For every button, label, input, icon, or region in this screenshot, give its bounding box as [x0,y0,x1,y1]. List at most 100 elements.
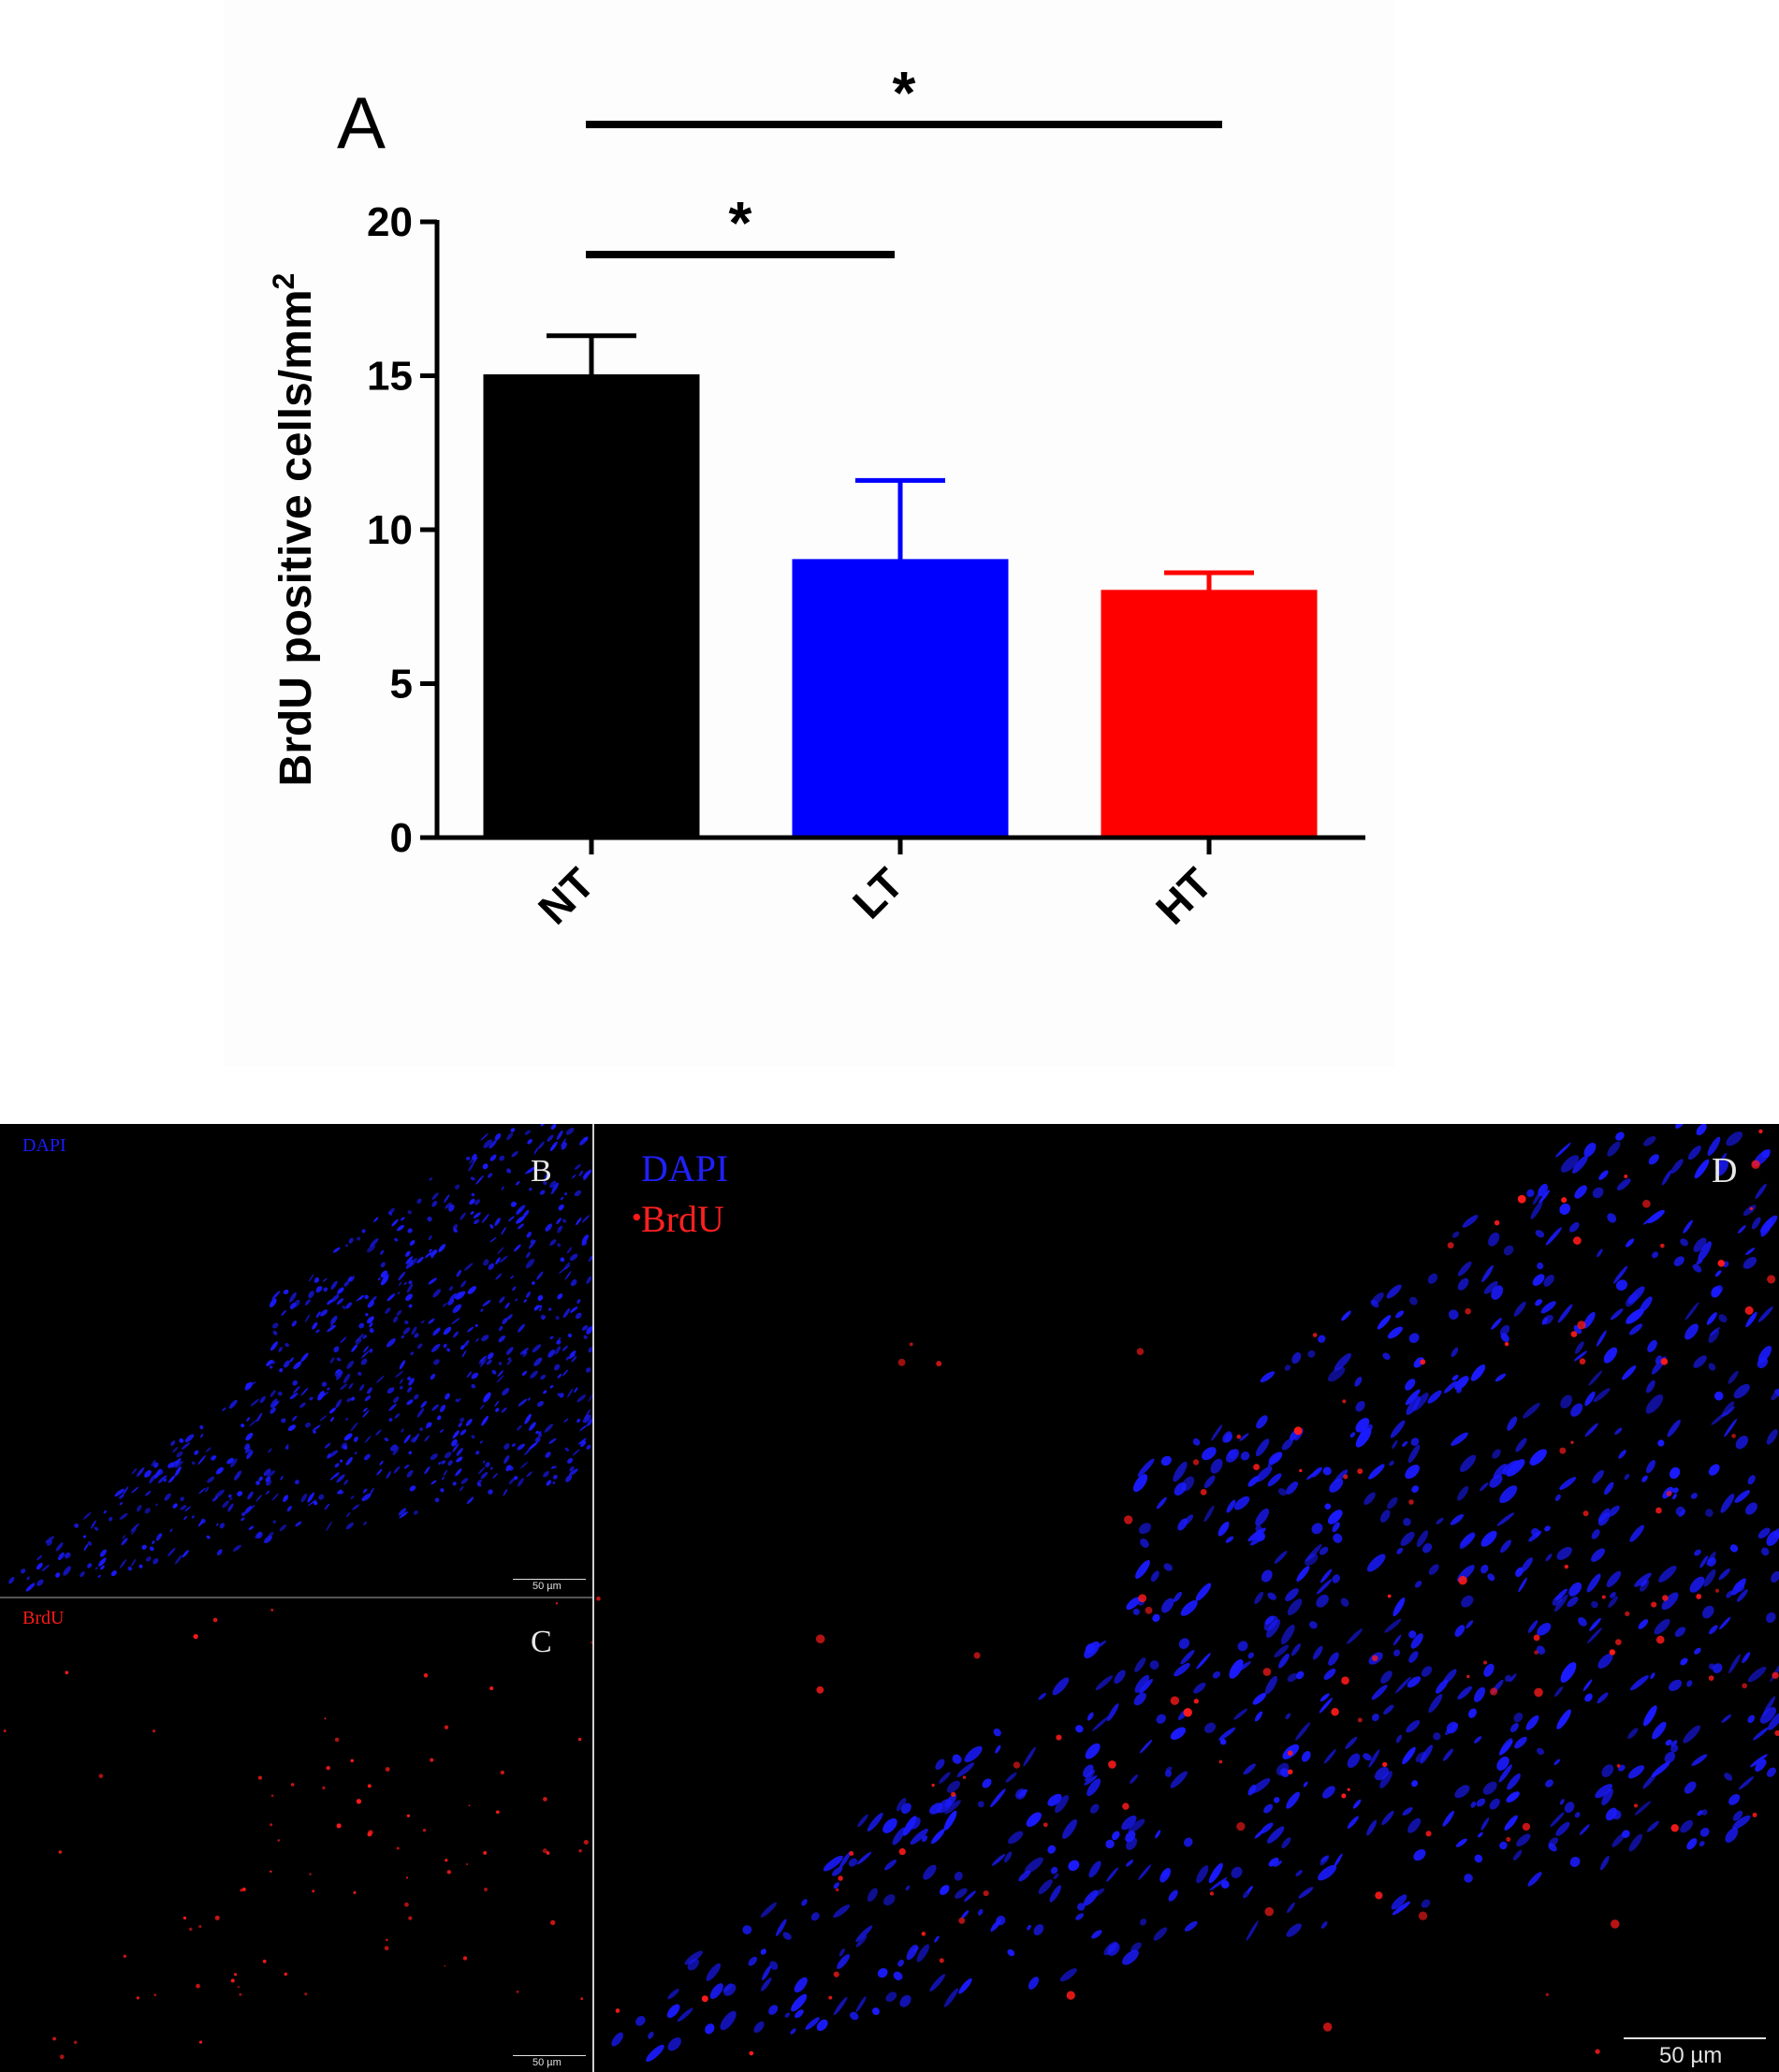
dapi-nucleus [1470,1364,1486,1381]
brdu-positive-cell [958,1917,966,1924]
dapi-nucleus [1255,1438,1270,1457]
brdu-positive-cell [1193,1699,1199,1704]
dapi-nucleus [557,1393,561,1396]
dapi-nucleus [278,1347,283,1352]
dapi-nucleus [1627,1765,1645,1779]
dapi-nucleus [399,1281,402,1287]
dapi-nucleus [549,1180,557,1189]
dapi-nucleus [1745,1311,1757,1328]
brdu-positive-cell [1744,1306,1754,1315]
dapi-nucleus [567,1457,574,1464]
dapi-nucleus [340,1491,344,1495]
dapi-nucleus [1132,1474,1148,1493]
dapi-nucleus [533,1305,540,1311]
dapi-nucleus [1661,1592,1679,1611]
dapi-nucleus [1311,1466,1322,1478]
brdu-positive-cell [1347,1787,1350,1791]
scale-bar [513,1579,586,1580]
dapi-nucleus [481,1415,488,1426]
dapi-nucleus [1140,1538,1149,1548]
brdu-positive-cell [237,1985,241,1989]
dapi-nucleus [1691,1754,1708,1766]
scale-bar-label: 50 µm [532,2057,561,2068]
dapi-nucleus [1694,1647,1701,1655]
dapi-nucleus [414,1333,419,1338]
dapi-nucleus [504,1302,510,1309]
dapi-nucleus [517,1443,526,1451]
dapi-nucleus [1719,1616,1731,1630]
dapi-nucleus [535,1430,539,1435]
dapi-nucleus [1363,1492,1376,1505]
dapi-nucleus [553,1466,557,1469]
dapi-nucleus [503,1455,510,1464]
dapi-nucleus [513,1476,518,1481]
dapi-nucleus [401,1335,405,1339]
dapi-nucleus [795,2009,804,2019]
dapi-nucleus [376,1375,385,1383]
brdu-positive-cell [1218,1759,1223,1764]
dapi-nucleus [447,1298,455,1306]
brdu-positive-cell [1717,1260,1725,1267]
dapi-nucleus [555,1316,560,1321]
dapi-nucleus [191,1461,196,1466]
dapi-nucleus [367,1387,372,1394]
dapi-nucleus [489,1466,493,1470]
dapi-nucleus [1400,1531,1415,1547]
brdu-positive-cell [1601,1595,1606,1599]
dapi-nucleus [234,1470,242,1481]
dapi-nucleus [271,1291,281,1300]
dapi-nucleus [648,2031,654,2039]
dapi-nucleus [1286,1481,1299,1495]
dapi-nucleus [283,1289,289,1295]
dapi-nucleus [562,1307,571,1319]
dapi-nucleus [1673,1256,1684,1266]
dapi-nucleus [351,1344,358,1352]
brdu-positive-cell [1408,1499,1414,1505]
dapi-nucleus [1745,1248,1756,1256]
dapi-nucleus [1537,1262,1544,1270]
brdu-positive-cell [833,1971,839,1977]
dapi-nucleus [1212,1671,1221,1679]
dapi-nucleus [1597,1653,1613,1669]
dapi-nucleus [507,1216,515,1222]
dapi-nucleus [1134,1674,1150,1693]
dapi-nucleus [87,1563,93,1569]
dapi-nucleus [453,1331,459,1338]
dapi-nucleus [576,1418,581,1423]
brdu-positive-cell [304,1992,308,1996]
brdu-positive-cell [1420,1359,1426,1365]
dapi-nucleus [1720,1493,1735,1513]
brdu-positive-cell [489,1686,494,1691]
dapi-nucleus [1088,1860,1101,1878]
dapi-nucleus [579,1136,589,1145]
dapi-nucleus [1725,1406,1736,1416]
dapi-nucleus [1454,1376,1469,1391]
dapi-nucleus [1422,1542,1433,1554]
dapi-nucleus [346,1511,351,1518]
dapi-nucleus [1509,1723,1519,1732]
dapi-nucleus [443,1343,447,1349]
brdu-positive-cell [1570,1440,1574,1444]
dapi-nucleus [1628,1323,1643,1335]
brdu-positive-cell [1122,1802,1130,1810]
dapi-nucleus [1535,1299,1543,1306]
dapi-nucleus [1574,1185,1587,1199]
dapi-nucleus [1402,1440,1408,1447]
dapi-nucleus [1091,1715,1110,1731]
dapi-nucleus [1450,1513,1464,1525]
dapi-nucleus [364,1395,372,1402]
dapi-nucleus [307,1492,314,1503]
dapi-nucleus [152,1540,155,1544]
dapi-nucleus [1028,1977,1040,1990]
dapi-nucleus [1545,1554,1553,1562]
brdu-positive-cell [1382,1761,1388,1768]
dapi-nucleus [1193,1682,1206,1694]
dapi-nucleus [488,1139,497,1149]
brdu-positive-cell [1322,2022,1333,2032]
dapi-nucleus [403,1434,411,1444]
dapi-nucleus [855,1925,873,1942]
brdu-positive-cell [1625,1611,1630,1617]
brdu-positive-cell [182,1916,187,1920]
brdu-positive-cell [1506,1836,1511,1842]
